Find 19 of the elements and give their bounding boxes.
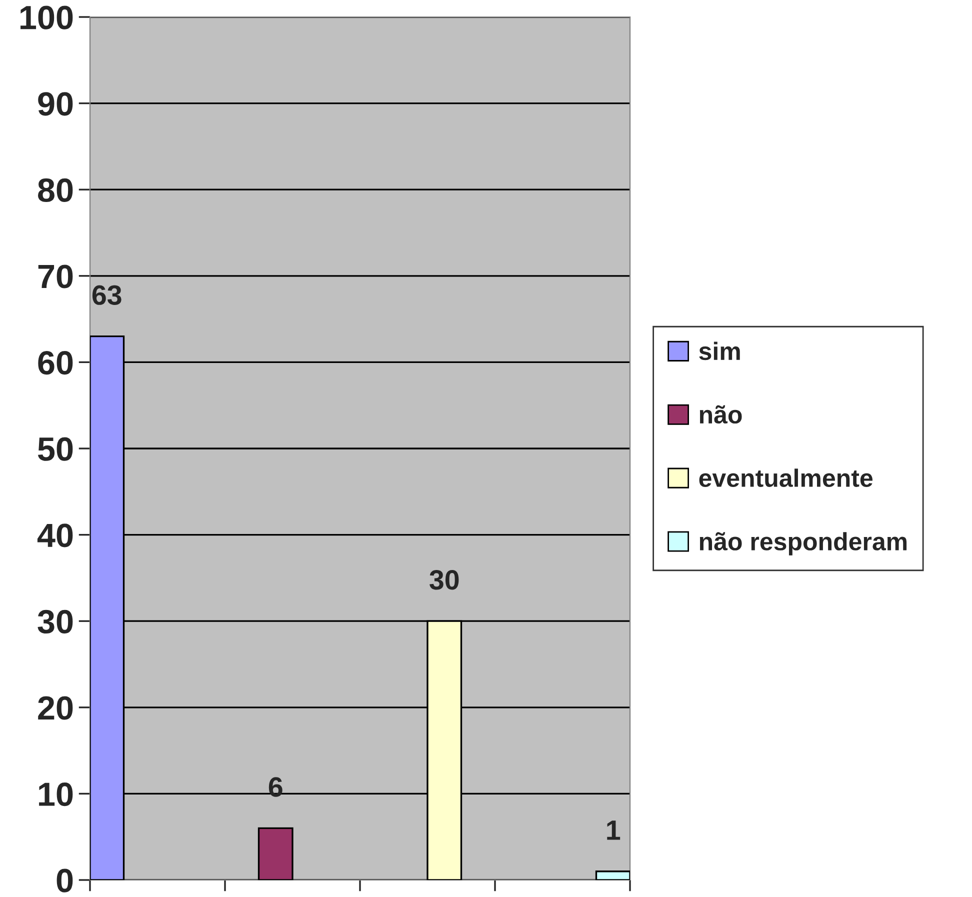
y-tick-label: 100: [20, 6, 73, 30]
data-label: 1: [607, 820, 620, 840]
legend-label: não responderam: [700, 532, 907, 556]
y-tick-label: 50: [38, 437, 73, 461]
data-label: 30: [430, 570, 459, 590]
legend-label: sim: [699, 342, 740, 360]
y-tick-label: 60: [38, 351, 73, 375]
data-label: 6: [268, 777, 282, 797]
y-tick-label: 10: [39, 782, 73, 806]
y-tick-label: 0: [56, 868, 73, 892]
data-label: 63: [92, 285, 122, 305]
y-tick-label: 80: [38, 178, 73, 202]
y-tick-label: 70: [38, 264, 73, 288]
legend-label: não: [700, 405, 742, 424]
y-tick-label: 30: [38, 610, 73, 634]
y-tick-label: 40: [37, 524, 73, 548]
y-tick-label: 90: [38, 92, 73, 116]
legend-label: eventualmente: [699, 468, 873, 487]
y-tick-label: 20: [38, 696, 73, 720]
